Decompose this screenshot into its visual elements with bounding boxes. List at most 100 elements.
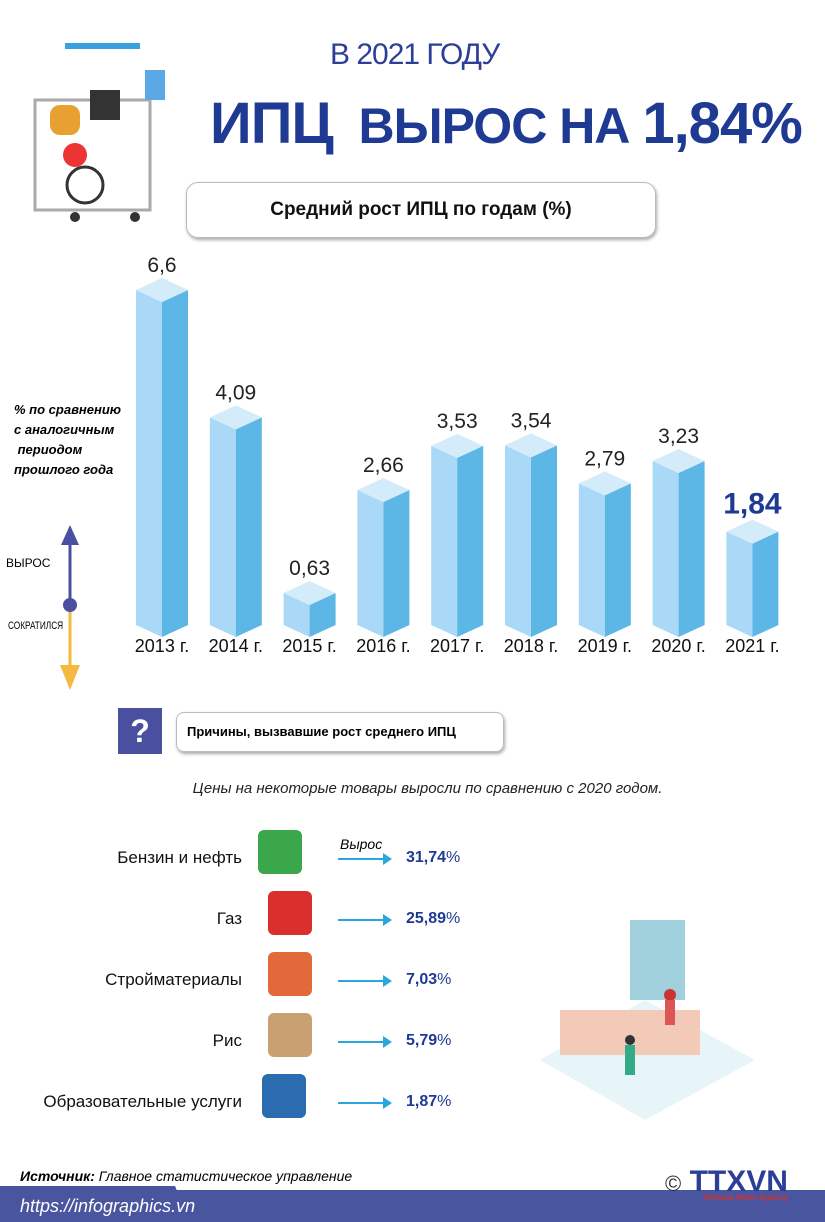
copyright-icon: © <box>665 1171 682 1196</box>
reason-label: Бензин и нефть <box>117 848 242 867</box>
x-tick-label: 2015 г. <box>282 636 336 656</box>
bricks-icon <box>268 952 312 996</box>
data-label: 1,84 <box>723 488 782 521</box>
x-tick-label: 2013 г. <box>135 636 189 656</box>
x-tick-label: 2019 г. <box>578 636 632 656</box>
page-title: ИПЦ ВЫРОС НА 1,84% <box>210 90 803 157</box>
data-label: 2,66 <box>363 454 404 477</box>
bar-top <box>652 449 705 474</box>
source-text: Главное статистическое управление <box>98 1168 353 1184</box>
reason-value: 5,79% <box>406 1032 451 1050</box>
reason-label: Образовательные услуги <box>43 1092 242 1111</box>
arrow-label: Вырос <box>340 836 383 852</box>
bar-front <box>431 445 458 637</box>
arrow-icon <box>338 975 392 987</box>
y-label-line: % по сравнению <box>14 402 122 417</box>
reason-value-unit: % <box>437 1093 452 1110</box>
source-label: Источник: <box>20 1168 95 1184</box>
bar-side <box>162 290 188 637</box>
reason-label: Газ <box>216 909 242 928</box>
bar-front <box>505 445 531 637</box>
logo-subtext: Vietnam News Agency <box>702 1193 788 1202</box>
bar-top <box>283 581 336 606</box>
chart-title: Средний рост ИПЦ по годам (%) <box>186 182 656 238</box>
bar-front <box>283 593 310 637</box>
arrow-icon <box>338 1097 392 1109</box>
store-illustration <box>530 900 760 1130</box>
reason-label: Рис <box>212 1031 242 1050</box>
bar-chart: 6,6 2013 г. 4,09 2014 г. 0,63 2015 г. 2,66 2016… <box>135 254 782 656</box>
bar-top <box>357 477 410 502</box>
bar-front <box>209 417 236 637</box>
logo: © TTXVN Vietnam News Agency <box>665 1165 788 1202</box>
subtitle: В 2021 ГОДУ <box>330 38 500 71</box>
reason-value-number: 25,89 <box>406 910 447 927</box>
bar-front <box>726 531 753 637</box>
arrow-icon <box>338 914 392 926</box>
data-label: 6,6 <box>147 254 176 277</box>
reason-value-unit: % <box>446 910 461 927</box>
bar-side <box>383 489 410 637</box>
x-tick-label: 2016 г. <box>356 636 410 656</box>
bar-front <box>357 489 384 637</box>
reason-value: 25,89% <box>406 910 460 928</box>
title-prefix: ИПЦ <box>210 91 334 156</box>
footer-tab <box>0 1186 190 1222</box>
reason-value-unit: % <box>446 849 461 866</box>
reason-value: 7,03% <box>406 971 451 989</box>
bar-side <box>309 593 336 637</box>
bar-top <box>209 405 262 430</box>
rice-sack-icon <box>268 1013 312 1057</box>
question-icon: ? <box>118 708 162 754</box>
data-label: 4,09 <box>215 381 256 404</box>
bar-side <box>752 531 779 637</box>
source: Источник: Главное статистическое управле… <box>20 1168 352 1184</box>
reason-value-number: 5,79 <box>406 1032 438 1049</box>
bar-top <box>431 433 484 458</box>
bar-side <box>678 461 705 637</box>
reason-label: Стройматериалы <box>105 970 242 989</box>
reason-value-unit: % <box>437 1032 452 1049</box>
bar-top <box>726 519 779 544</box>
x-tick-label: 2017 г. <box>430 636 484 656</box>
reason-value-number: 7,03 <box>406 971 438 988</box>
arrow-icon <box>338 853 392 865</box>
gas-cylinder-icon <box>268 891 312 935</box>
data-label: 0,63 <box>289 557 330 580</box>
reasons-note: Цены на некоторые товары выросли по срав… <box>192 780 663 797</box>
legend-down: СОКРАТИЛСЯ <box>8 620 64 632</box>
x-tick-label: 2014 г. <box>209 636 263 656</box>
data-label: 3,53 <box>437 410 478 433</box>
x-tick-label: 2021 г. <box>725 636 779 656</box>
reason-value-unit: % <box>437 971 452 988</box>
footer-url[interactable]: https://infographics.vn <box>20 1196 196 1216</box>
bar-front <box>136 290 162 637</box>
up-down-arrow-icon <box>60 525 80 690</box>
x-tick-label: 2018 г. <box>504 636 558 656</box>
bar-side <box>531 445 557 637</box>
bar-front <box>652 461 679 637</box>
y-label-line: периодом <box>14 442 83 457</box>
graduation-cap-icon <box>262 1074 306 1118</box>
bar-side <box>457 445 484 637</box>
bar-side <box>604 483 631 637</box>
bar-top <box>136 278 188 302</box>
fuel-pump-icon <box>258 830 302 874</box>
data-label: 3,23 <box>658 425 699 448</box>
bar-front <box>578 483 605 637</box>
bar-top <box>505 433 557 458</box>
data-label: 2,79 <box>584 447 625 470</box>
bar-side <box>235 417 262 637</box>
title-value: 1,84% <box>642 91 802 156</box>
logo-text: TTXVN <box>689 1165 788 1198</box>
title-mid: ВЫРОС НА <box>358 98 631 154</box>
reasons-title: Причины, вызвавшие рост среднего ИПЦ <box>176 712 504 752</box>
y-axis-label: % по сравнению с аналогичным периодом пр… <box>14 400 154 480</box>
legend-up: ВЫРОС <box>6 556 51 570</box>
shopping-cart-illustration <box>15 35 170 225</box>
y-label-line: с аналогичным <box>14 422 115 437</box>
reason-value-number: 1,87 <box>406 1093 438 1110</box>
x-tick-label: 2020 г. <box>651 636 705 656</box>
y-label-line: прошлого года <box>14 462 114 477</box>
arrow-icon <box>338 1036 392 1048</box>
